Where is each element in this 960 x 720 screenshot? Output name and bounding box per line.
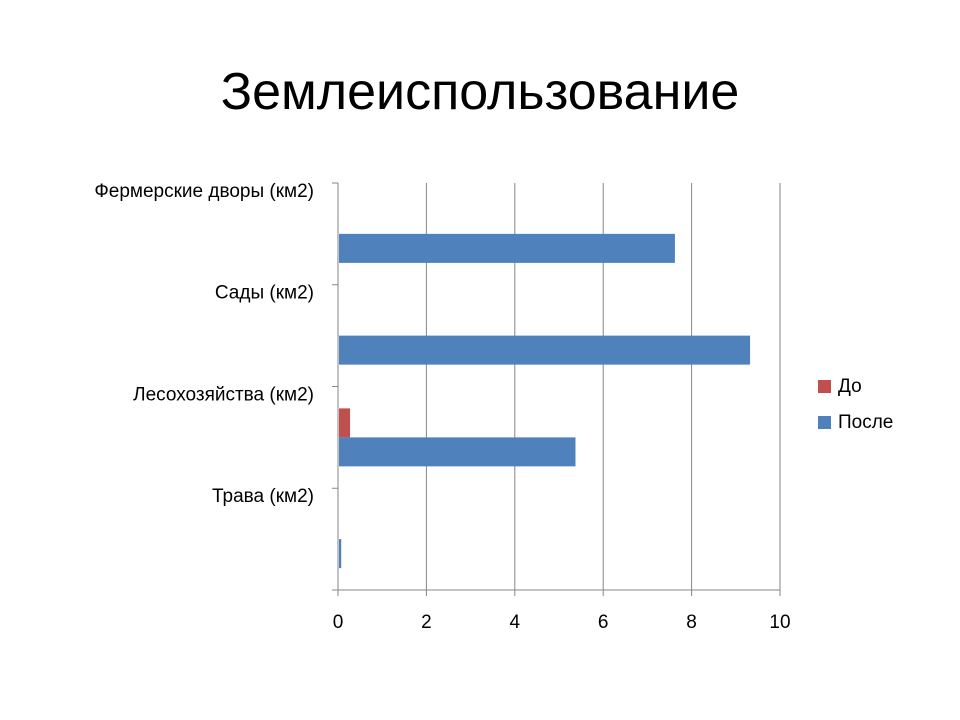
bar-after bbox=[339, 233, 675, 263]
bar-after bbox=[339, 437, 576, 467]
legend-swatch bbox=[818, 380, 831, 393]
bar-after bbox=[339, 335, 751, 365]
axis-labels: 0 2 4 6 8 10 Фермерские дворы (км2) Сады (км2) Л… bbox=[94, 181, 790, 633]
legend-swatch bbox=[818, 416, 831, 429]
x-tick-label: 2 bbox=[421, 612, 432, 633]
x-tick-label: 4 bbox=[510, 612, 521, 633]
x-tick-label: 10 bbox=[769, 612, 790, 633]
y-category-label: Лесохозяйства (км2) bbox=[133, 384, 314, 405]
legend-label: После bbox=[838, 412, 893, 433]
bar-before bbox=[339, 408, 351, 438]
y-category-label: Трава (км2) bbox=[212, 486, 314, 507]
bars bbox=[339, 233, 751, 569]
x-tick-label: 0 bbox=[333, 612, 344, 633]
x-tick-label: 6 bbox=[598, 612, 609, 633]
slide-title: Землеиспользование bbox=[220, 63, 740, 121]
x-tick-label: 8 bbox=[686, 612, 697, 633]
bar-after bbox=[339, 539, 342, 569]
y-category-label: Сады (км2) bbox=[215, 283, 314, 304]
legend: До После bbox=[818, 376, 893, 433]
y-category-label: Фермерские дворы (км2) bbox=[94, 181, 314, 202]
axes bbox=[332, 182, 781, 596]
legend-label: До bbox=[838, 376, 862, 397]
